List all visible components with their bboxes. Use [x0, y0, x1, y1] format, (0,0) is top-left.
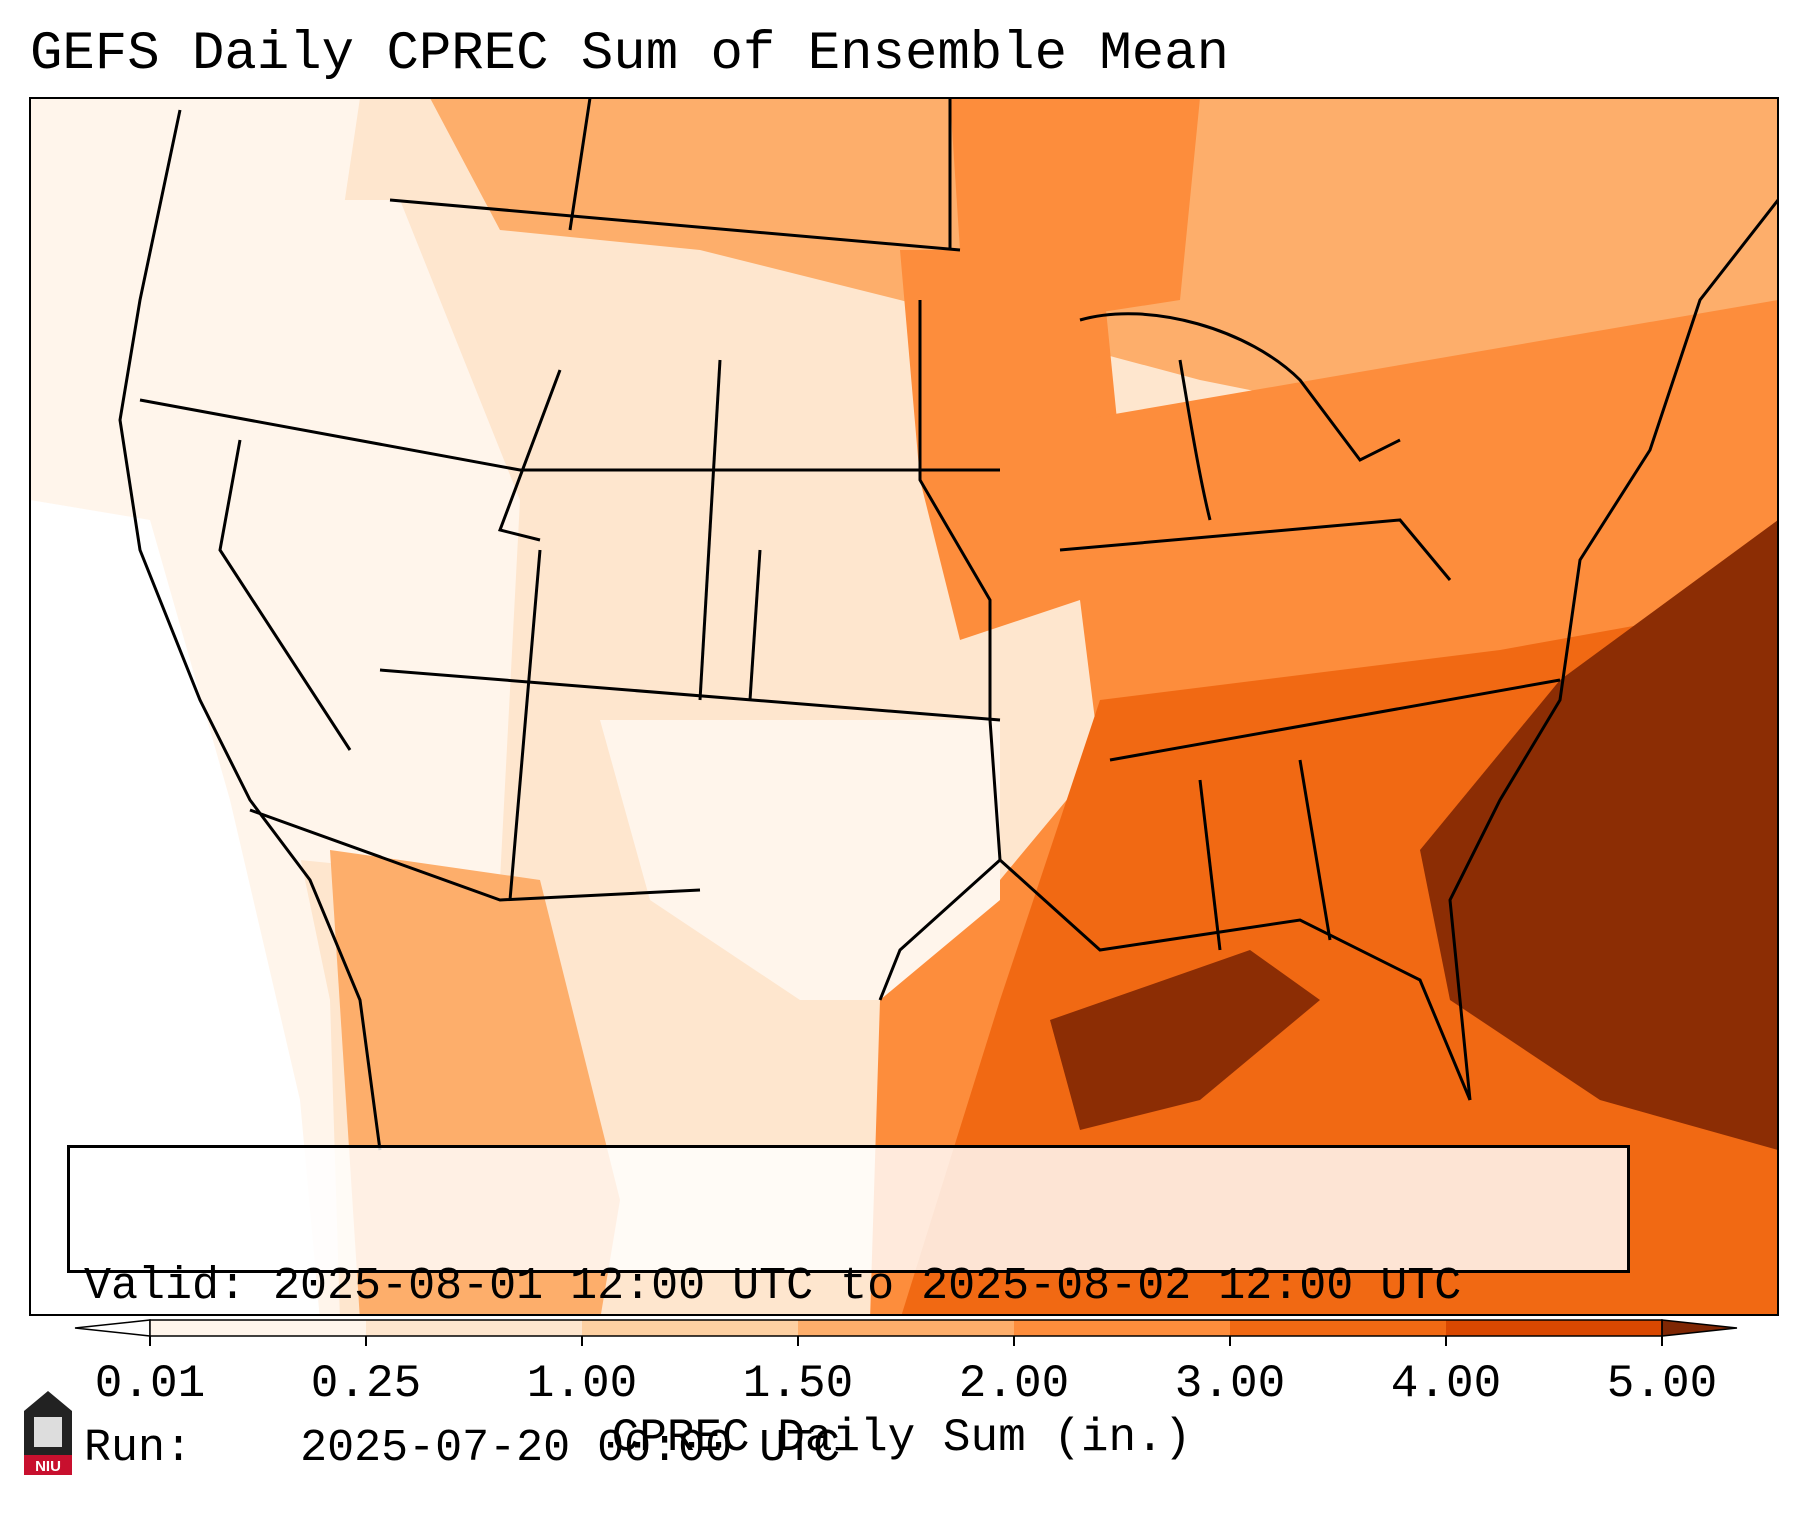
- mississippi-river-line: [918, 300, 1002, 861]
- gulf-coastline: [878, 857, 1472, 1101]
- logo-window: [34, 1417, 62, 1447]
- ohio-valley-line: [1059, 518, 1452, 581]
- colorbar-label: CPREC Daily Sum (in.): [611, 1412, 1192, 1464]
- west-interior-dry: [130, 200, 520, 880]
- georgia-border: [1298, 759, 1332, 941]
- us-mexico-border: [249, 808, 701, 902]
- colorbar: [74, 1319, 1738, 1346]
- colorbar-segment-4: [1014, 1320, 1231, 1336]
- colorbar-segment-2: [582, 1320, 799, 1336]
- montana-canada-line: [568, 98, 592, 231]
- atlantic-coastline: [1448, 199, 1778, 1101]
- pacific-no-precip: [30, 500, 320, 1315]
- texas-light-precip: [600, 720, 1000, 1000]
- run-label: Run:: [84, 1423, 193, 1474]
- us-canada-border: [389, 198, 961, 252]
- map-panel: [30, 98, 1778, 1315]
- nevada-border: [218, 439, 352, 751]
- tennessee-line: [1109, 678, 1561, 762]
- validity-info-box: Valid: 2025-08-01 12:00 UTC to 2025-08-0…: [67, 1145, 1630, 1474]
- alabama-border: [1198, 779, 1222, 951]
- valid-value: 2025-08-01 12:00 UTC to 2025-08-02 12:00…: [273, 1261, 1462, 1312]
- colorbar-tick-label: 1.50: [742, 1358, 854, 1410]
- colorbar-over-triangle: [1661, 1319, 1738, 1337]
- map-frame: [29, 97, 1779, 1316]
- colorbar-segment-6: [1446, 1320, 1663, 1336]
- colorbar-tick-label: 5.00: [1606, 1358, 1718, 1410]
- utah-arizona-line: [508, 549, 542, 901]
- valid-row: Valid: 2025-08-01 12:00 UTC to 2025-08-0…: [84, 1260, 1627, 1314]
- wyoming-border: [498, 369, 562, 542]
- pacific-coastline: [118, 109, 382, 1151]
- colorbar-tick-label: 4.00: [1390, 1358, 1502, 1410]
- colorbar-tick-label: 1.00: [526, 1358, 638, 1410]
- oregon-idaho-border: [139, 398, 1000, 472]
- colorbar-segments: [150, 1320, 1663, 1336]
- lake-michigan-shore: [1178, 359, 1212, 521]
- colorbar-segment-3: [798, 1320, 1015, 1336]
- great-lakes-shore: [1079, 312, 1401, 462]
- colorbar-segment-1: [366, 1320, 583, 1336]
- logo-text: NIU: [35, 1458, 61, 1475]
- four-corners-line: [379, 668, 1001, 722]
- gulf-max-precip: [1050, 950, 1320, 1130]
- colorbar-tick-label: 0.25: [310, 1358, 422, 1410]
- university-tower-icon: NIU: [24, 1391, 72, 1475]
- valid-label: Valid:: [84, 1261, 247, 1312]
- colorbar-tick-marks: [149, 1336, 1663, 1346]
- colorbar-outline: [149, 1319, 1663, 1337]
- colorbar-tick-label: 0.01: [94, 1358, 206, 1410]
- colorado-kansas-line: [748, 549, 762, 701]
- boundary-lines: [118, 98, 1778, 1151]
- run-value: 2025-07-20 00:00 UTC: [300, 1423, 841, 1474]
- dakotas-nebraska-border: [698, 359, 722, 701]
- colorbar-segment-5: [1230, 1320, 1447, 1336]
- colorbar-segment-0: [150, 1320, 367, 1336]
- colorbar-tick-label: 2.00: [958, 1358, 1070, 1410]
- page-title: GEFS Daily CPREC Sum of Ensemble Mean: [30, 24, 1229, 85]
- colorbar-tick-label: 3.00: [1174, 1358, 1286, 1410]
- run-row: Run: 2025-07-20 00:00 UTC: [84, 1422, 1627, 1476]
- logo-banner: [24, 1455, 72, 1475]
- atlantic-max-precip: [1420, 520, 1778, 1150]
